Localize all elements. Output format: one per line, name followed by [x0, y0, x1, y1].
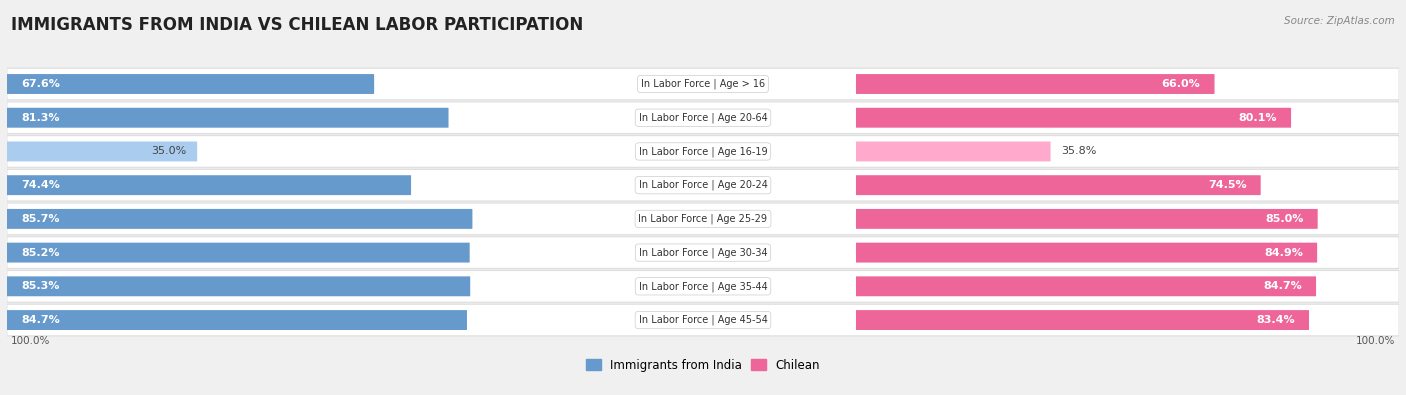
Text: 74.5%: 74.5% — [1208, 180, 1247, 190]
FancyBboxPatch shape — [856, 141, 1050, 162]
FancyBboxPatch shape — [7, 243, 470, 263]
Text: 85.2%: 85.2% — [21, 248, 59, 258]
Text: 81.3%: 81.3% — [21, 113, 59, 123]
Text: 35.8%: 35.8% — [1062, 147, 1097, 156]
Text: In Labor Force | Age 35-44: In Labor Force | Age 35-44 — [638, 281, 768, 292]
FancyBboxPatch shape — [856, 74, 1215, 94]
FancyBboxPatch shape — [7, 175, 411, 195]
Text: 66.0%: 66.0% — [1161, 79, 1201, 89]
FancyBboxPatch shape — [7, 203, 1399, 235]
FancyBboxPatch shape — [856, 108, 1291, 128]
Text: In Labor Force | Age 30-34: In Labor Force | Age 30-34 — [638, 247, 768, 258]
Text: 100.0%: 100.0% — [1357, 336, 1396, 346]
Text: 67.6%: 67.6% — [21, 79, 60, 89]
FancyBboxPatch shape — [7, 237, 1399, 269]
Text: In Labor Force | Age 16-19: In Labor Force | Age 16-19 — [638, 146, 768, 157]
Text: 83.4%: 83.4% — [1257, 315, 1295, 325]
FancyBboxPatch shape — [7, 141, 197, 162]
Text: IMMIGRANTS FROM INDIA VS CHILEAN LABOR PARTICIPATION: IMMIGRANTS FROM INDIA VS CHILEAN LABOR P… — [11, 16, 583, 34]
Text: 84.7%: 84.7% — [21, 315, 59, 325]
FancyBboxPatch shape — [7, 209, 472, 229]
Text: 80.1%: 80.1% — [1239, 113, 1277, 123]
Text: 84.9%: 84.9% — [1264, 248, 1303, 258]
Text: 85.0%: 85.0% — [1265, 214, 1303, 224]
Text: 35.0%: 35.0% — [152, 147, 187, 156]
FancyBboxPatch shape — [7, 68, 1399, 100]
Text: 84.7%: 84.7% — [1263, 281, 1302, 292]
Text: In Labor Force | Age 25-29: In Labor Force | Age 25-29 — [638, 214, 768, 224]
Text: 85.7%: 85.7% — [21, 214, 59, 224]
Text: 100.0%: 100.0% — [10, 336, 49, 346]
Text: 74.4%: 74.4% — [21, 180, 60, 190]
Text: Source: ZipAtlas.com: Source: ZipAtlas.com — [1284, 16, 1395, 26]
FancyBboxPatch shape — [7, 276, 470, 296]
Text: In Labor Force | Age 45-54: In Labor Force | Age 45-54 — [638, 315, 768, 325]
Text: 85.3%: 85.3% — [21, 281, 59, 292]
FancyBboxPatch shape — [856, 243, 1317, 263]
FancyBboxPatch shape — [7, 271, 1399, 302]
FancyBboxPatch shape — [7, 169, 1399, 201]
FancyBboxPatch shape — [856, 175, 1261, 195]
FancyBboxPatch shape — [856, 310, 1309, 330]
FancyBboxPatch shape — [7, 108, 449, 128]
Text: In Labor Force | Age 20-24: In Labor Force | Age 20-24 — [638, 180, 768, 190]
Text: In Labor Force | Age > 16: In Labor Force | Age > 16 — [641, 79, 765, 89]
FancyBboxPatch shape — [856, 276, 1316, 296]
FancyBboxPatch shape — [7, 310, 467, 330]
FancyBboxPatch shape — [7, 304, 1399, 336]
Text: In Labor Force | Age 20-64: In Labor Force | Age 20-64 — [638, 113, 768, 123]
FancyBboxPatch shape — [7, 74, 374, 94]
FancyBboxPatch shape — [856, 209, 1317, 229]
Legend: Immigrants from India, Chilean: Immigrants from India, Chilean — [582, 354, 824, 376]
FancyBboxPatch shape — [7, 102, 1399, 134]
FancyBboxPatch shape — [7, 135, 1399, 167]
